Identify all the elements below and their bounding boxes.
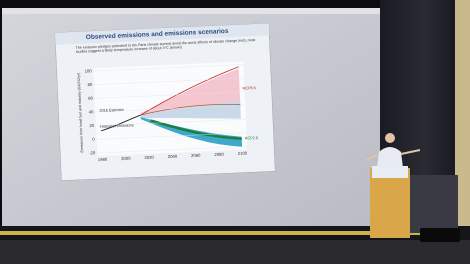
grid-line [97,146,248,154]
y-tick-label: 40 [89,109,95,114]
speaker-monitor [420,228,460,242]
band-mid [140,100,241,119]
x-tick-label: 2060 [191,153,201,158]
y-tick-label: 0 [92,137,95,142]
slide-header [54,23,270,45]
pledge-line [140,104,241,116]
y-axis-label: Emissions from fossil fuel and industry … [77,73,84,153]
speaker-body [377,147,403,168]
x-tick-label: 2000 [121,156,131,161]
wall [455,0,470,240]
x-tick-label: 2020 [144,155,154,160]
x-tick-label: 2080 [214,152,224,157]
speaker-head [385,133,395,143]
y-tick-label: 20 [89,123,95,128]
stage-edge [0,231,420,235]
annotation: RCP8.5 [242,86,255,91]
y-tick-label: 80 [87,82,93,87]
annotation: Historical emissions [100,123,134,128]
annotation: RCP2.6 [245,136,258,141]
stage-front [0,240,470,264]
x-tick-label: 2040 [168,154,178,159]
x-tick-label: 1980 [98,157,108,162]
slide: Observed emissions and emissions scenari… [54,23,276,181]
historical-line [101,114,141,132]
grid-line [94,91,245,99]
green-band [150,119,242,140]
y-tick-label: -20 [89,150,96,155]
table [408,175,458,233]
grid-line [93,64,244,72]
speaker-arms [365,149,421,161]
grid-line [96,118,246,126]
podium [370,168,410,238]
annotation: 2016 Estimate [99,108,123,113]
y-tick-label: 100 [85,68,93,73]
podium-sign [372,166,408,178]
x-tick-label: 2100 [238,151,248,156]
grid-line [95,105,246,113]
screen-top [2,8,380,14]
grid-line [94,77,245,85]
y-tick-label: 60 [88,96,94,101]
rcp85-line [140,66,239,116]
grid-line [96,132,247,140]
